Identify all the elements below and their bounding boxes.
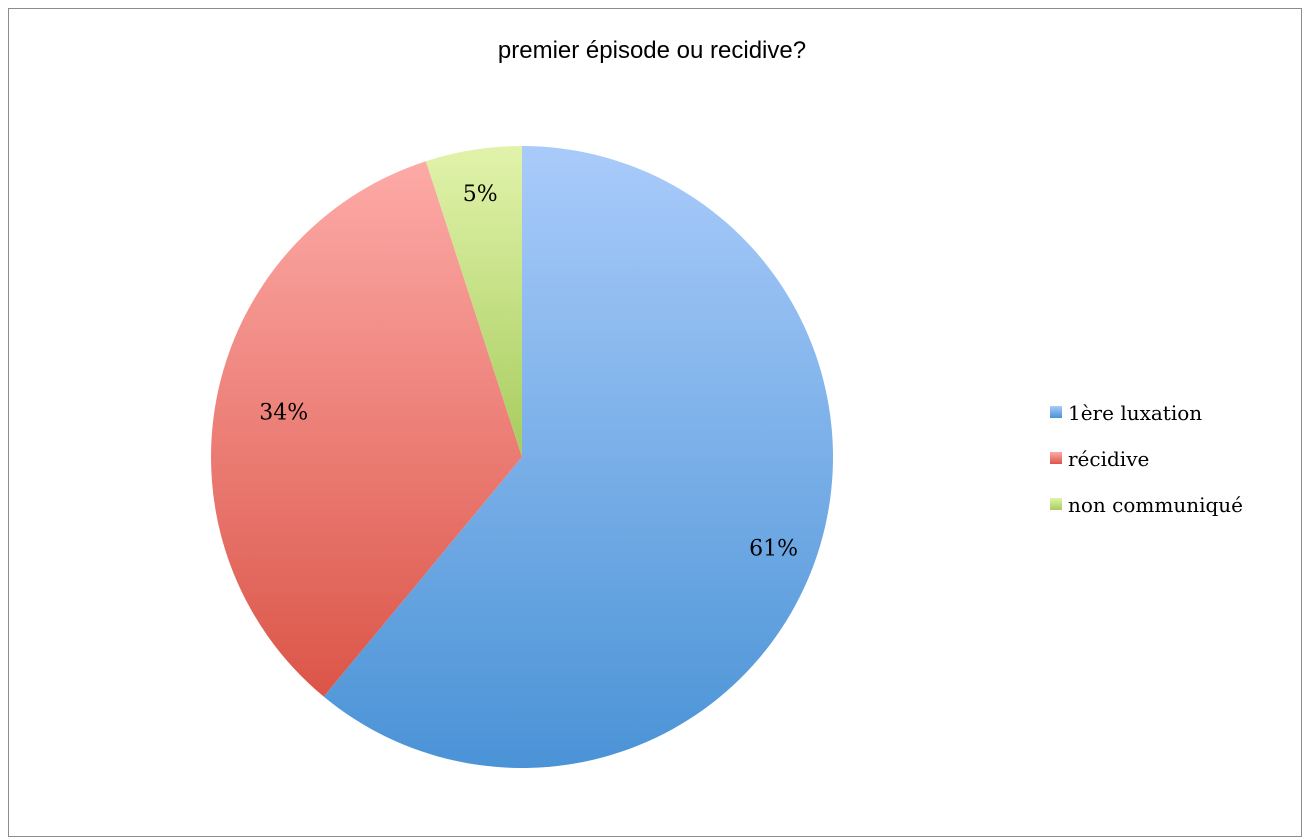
- data-labels: 61% 34% 5%: [259, 182, 798, 562]
- legend-swatch-1ere-luxation: [1050, 406, 1062, 418]
- legend: 1ère luxation récidive non communiqué: [1050, 401, 1243, 517]
- legend-label-1ere-luxation: 1ère luxation: [1068, 401, 1202, 425]
- pie-slice-recidive: [210, 161, 522, 697]
- pie-slices: [210, 146, 833, 768]
- pie-slice-non-communique: [425, 146, 522, 457]
- legend-label-non-communique: non communiqué: [1068, 493, 1243, 517]
- chart-title: premier épisode ou recidive?: [498, 37, 806, 64]
- pie-slice-1ere-luxation: [323, 146, 833, 768]
- legend-swatch-non-communique: [1050, 498, 1062, 510]
- data-label-1ere-luxation: 61%: [749, 537, 798, 562]
- legend-swatch-recidive: [1050, 452, 1062, 464]
- legend-label-recidive: récidive: [1068, 447, 1149, 471]
- data-label-recidive: 34%: [259, 401, 308, 426]
- data-label-non-communique: 5%: [463, 182, 498, 207]
